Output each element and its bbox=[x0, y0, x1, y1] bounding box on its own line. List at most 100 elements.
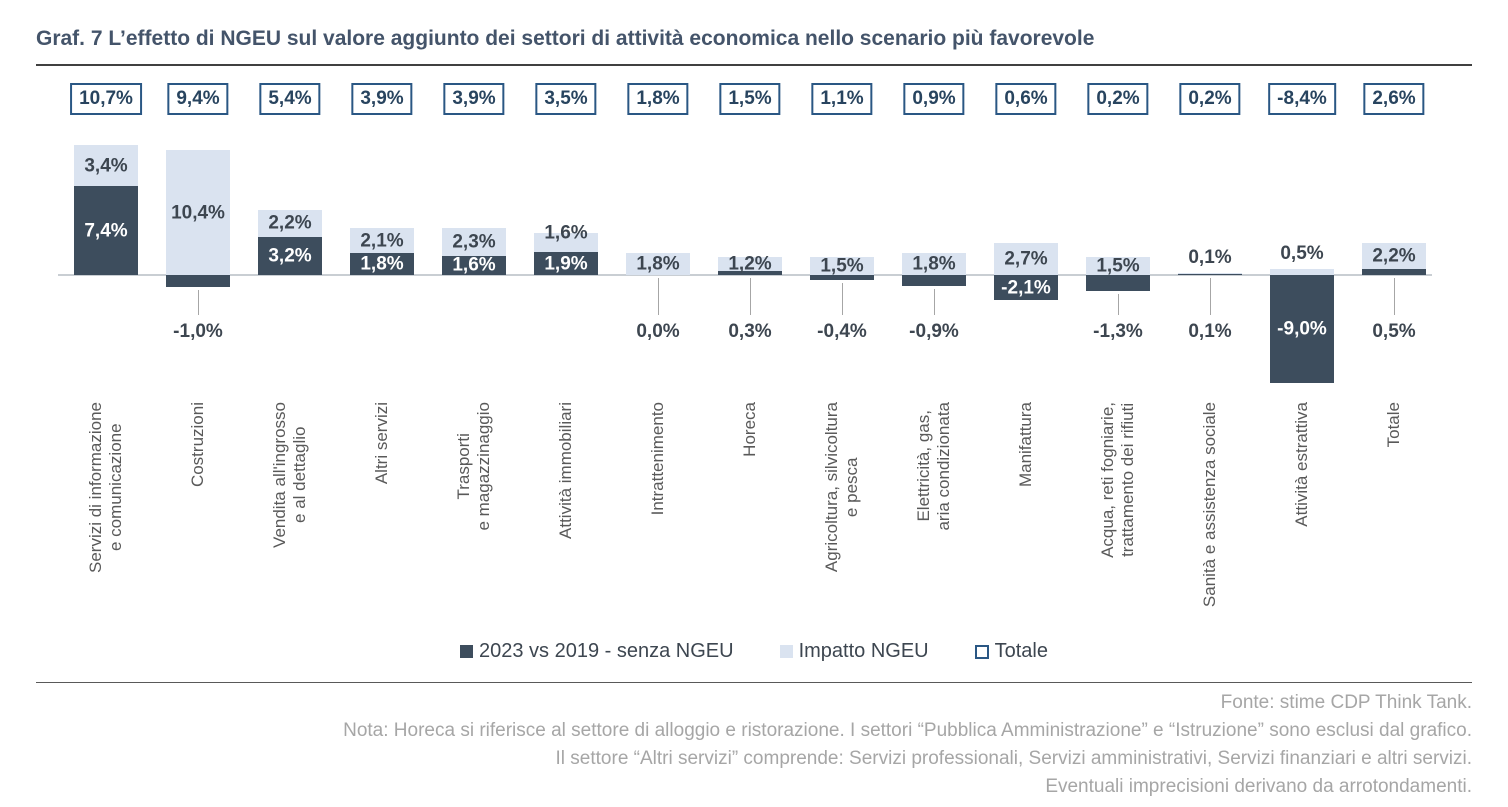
leader-line bbox=[1118, 293, 1119, 315]
source-note: Fonte: stime CDP Think Tank. bbox=[1220, 692, 1472, 713]
category-label-text: Totale bbox=[1384, 402, 1403, 448]
chart-title: Graf. 7 L’effetto di NGEU sul valore agg… bbox=[36, 27, 1095, 50]
dark-segment-value-label: -1,3% bbox=[1093, 321, 1143, 342]
bar-dark-segment bbox=[258, 236, 322, 275]
leader-line bbox=[658, 278, 659, 315]
dark-segment-value-label: 3,2% bbox=[268, 245, 312, 267]
category-label: Vendita all'ingrosso e al dettaglio bbox=[244, 402, 336, 664]
light-segment-value-label: 1,5% bbox=[1096, 255, 1140, 277]
total-value-box: 9,4% bbox=[167, 83, 229, 115]
legend-item-senza-ngeu: 2023 vs 2019 - senza NGEU bbox=[459, 640, 734, 663]
category-label: Servizi di informazione e comunicazione bbox=[60, 402, 152, 664]
dark-segment-value-label: 1,6% bbox=[452, 254, 496, 276]
chart-legend: 2023 vs 2019 - senza NGEU Impatto NGEU T… bbox=[0, 640, 1508, 663]
category-label-text: Agricoltura, silvicoltura e pesca bbox=[822, 402, 861, 573]
footer-divider bbox=[36, 682, 1472, 683]
light-segment-value-label: 1,8% bbox=[636, 253, 680, 275]
category-label-text: Horeca bbox=[740, 402, 759, 457]
category-label-text: Attività immobiliari bbox=[556, 402, 575, 539]
category-label: Altri servizi bbox=[336, 402, 428, 664]
note-line-2: Il settore “Altri servizi” comprende: Se… bbox=[555, 748, 1472, 769]
bar-light-segment bbox=[74, 145, 138, 187]
bar-light-segment bbox=[1178, 272, 1242, 274]
total-value-box: 3,5% bbox=[535, 83, 597, 115]
category-label: Trasporti e magazzinaggio bbox=[428, 402, 520, 664]
bar-dark-segment bbox=[442, 255, 506, 275]
category-label-text: Costruzioni bbox=[188, 402, 207, 488]
dark-segment-value-label: -0,9% bbox=[909, 321, 959, 342]
bar-light-segment bbox=[1086, 257, 1150, 275]
total-value-box: 0,2% bbox=[1179, 83, 1241, 115]
dark-segment-value-label: -2,1% bbox=[1001, 277, 1051, 299]
light-segment-value-label: 1,8% bbox=[912, 253, 956, 275]
total-value-box: -8,4% bbox=[1268, 83, 1336, 115]
category-label-text: Elettricità, gas, aria condizionata bbox=[914, 402, 953, 531]
bar-dark-segment bbox=[718, 271, 782, 275]
note-line-1: Nota: Horeca si riferisce al settore di … bbox=[343, 720, 1472, 741]
bar-dark-segment bbox=[166, 275, 230, 287]
bar-light-segment bbox=[626, 253, 690, 275]
bar-light-segment bbox=[442, 228, 506, 256]
light-segment-value-label: 1,6% bbox=[544, 222, 588, 244]
category-label: Agricoltura, silvicoltura e pesca bbox=[796, 402, 888, 664]
category-label-text: Vendita all'ingrosso e al dettaglio bbox=[270, 402, 309, 548]
category-label-text: Attività estrattiva bbox=[1292, 402, 1311, 527]
leader-line bbox=[750, 278, 751, 315]
light-segment-value-label: 10,4% bbox=[171, 202, 225, 224]
category-label-text: Altri servizi bbox=[372, 402, 391, 485]
leader-line bbox=[1394, 278, 1395, 315]
light-segment-value-label: 2,1% bbox=[360, 230, 404, 252]
bar-dark-segment bbox=[534, 252, 598, 275]
light-segment-value-label: 2,2% bbox=[1372, 245, 1416, 267]
total-value-box: 5,4% bbox=[259, 83, 321, 115]
bar-light-segment bbox=[902, 253, 966, 275]
bar-light-segment bbox=[258, 210, 322, 237]
legend-item-totale: Totale bbox=[974, 640, 1048, 663]
category-label-text: Servizi di informazione e comunicazione bbox=[86, 402, 125, 574]
bar-dark-segment bbox=[902, 275, 966, 286]
bar-light-segment bbox=[1270, 269, 1334, 275]
legend-item-impatto-ngeu: Impatto NGEU bbox=[779, 640, 929, 663]
legend-label-impatto-ngeu: Impatto NGEU bbox=[798, 640, 929, 662]
bar-light-segment bbox=[1362, 242, 1426, 269]
bar-light-segment bbox=[350, 228, 414, 254]
dark-segment-value-label: 0,5% bbox=[1372, 321, 1416, 342]
category-label-text: Manifattura bbox=[1016, 402, 1035, 488]
category-label: Costruzioni bbox=[152, 402, 244, 664]
dark-segment-value-label: 1,9% bbox=[544, 253, 588, 275]
light-segment-value-label: 2,7% bbox=[1004, 248, 1048, 270]
total-value-box: 1,1% bbox=[811, 83, 873, 115]
category-label: Totale bbox=[1348, 402, 1440, 664]
light-segment-value-label: 1,5% bbox=[820, 255, 864, 277]
light-segment-value-label: 2,2% bbox=[268, 212, 312, 234]
bar-light-segment bbox=[534, 233, 598, 253]
light-segment-value-label: 1,2% bbox=[728, 253, 772, 275]
category-label: Elettricità, gas, aria condizionata bbox=[888, 402, 980, 664]
bar-light-segment bbox=[718, 257, 782, 272]
category-label: Attività estrattiva bbox=[1256, 402, 1348, 664]
bar-light-segment bbox=[994, 242, 1058, 275]
legend-swatch-dark bbox=[459, 645, 473, 658]
bar-dark-segment bbox=[1362, 269, 1426, 275]
total-value-box: 2,6% bbox=[1363, 83, 1425, 115]
bar-dark-segment bbox=[1086, 275, 1150, 291]
dark-segment-value-label: -1,0% bbox=[173, 321, 223, 342]
total-value-box: 10,7% bbox=[70, 83, 142, 115]
leader-line bbox=[934, 288, 935, 315]
category-label: Intrattenimento bbox=[612, 402, 704, 664]
category-label: Horeca bbox=[704, 402, 796, 664]
bar-dark-segment bbox=[1178, 273, 1242, 275]
dark-segment-value-label: 1,8% bbox=[360, 253, 404, 275]
light-segment-value-label: 0,1% bbox=[1188, 246, 1232, 268]
category-label: Acqua, reti fogniarie, trattamento dei r… bbox=[1072, 402, 1164, 664]
bar-dark-segment bbox=[350, 253, 414, 275]
total-value-box: 3,9% bbox=[351, 83, 413, 115]
note-line-3: Eventuali imprecisioni derivano da arrot… bbox=[1045, 776, 1472, 797]
total-value-box: 0,9% bbox=[903, 83, 965, 115]
total-value-box: 0,6% bbox=[995, 83, 1057, 115]
dark-segment-value-label: 0,1% bbox=[1188, 321, 1232, 342]
category-label-text: Trasporti e magazzinaggio bbox=[454, 402, 493, 531]
dark-segment-value-label: 0,0% bbox=[636, 321, 680, 342]
